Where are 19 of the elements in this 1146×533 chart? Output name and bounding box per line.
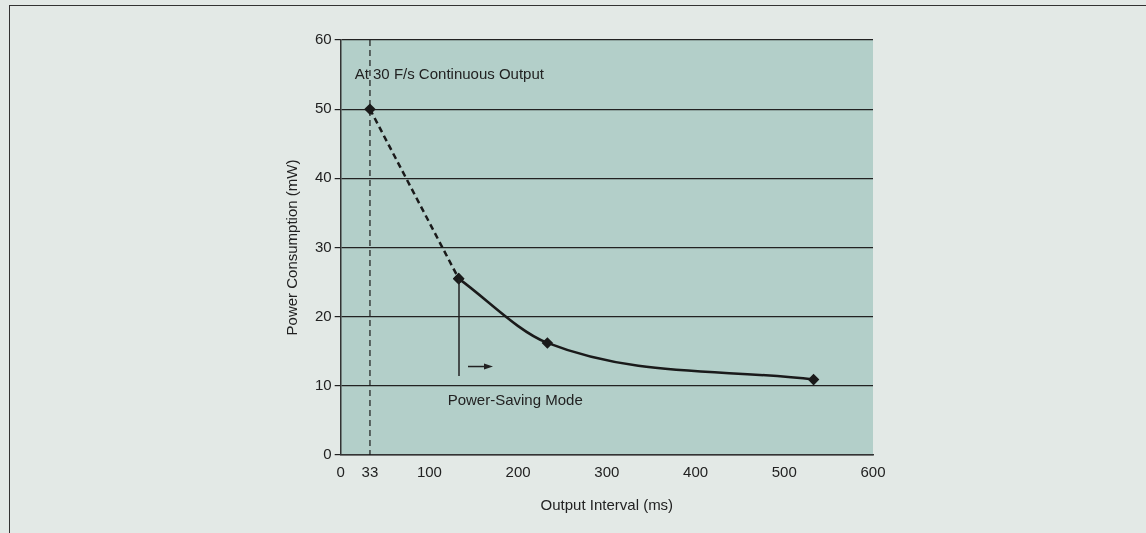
x-tick-label: 400 xyxy=(683,463,709,481)
x-axis-title: Output Interval (ms) xyxy=(540,496,674,514)
y-tick-label: 40 xyxy=(315,168,332,186)
x-tick-label: 500 xyxy=(771,463,797,481)
annotation: Power-Saving Mode xyxy=(447,391,583,409)
y-tick-label: 50 xyxy=(315,99,332,117)
y-tick-label: 20 xyxy=(315,306,332,324)
x-tick-label: 0 xyxy=(336,463,345,481)
x-tick-label: 600 xyxy=(860,463,886,481)
y-tick-label: 60 xyxy=(315,30,332,48)
x-tick-label: 300 xyxy=(594,463,620,481)
y-tick-label: 30 xyxy=(315,237,332,255)
y-tick-label: 10 xyxy=(315,375,332,393)
x-tick-label: 200 xyxy=(505,463,531,481)
annotation: At 30 F/s Continuous Output xyxy=(354,65,545,83)
x-tick-label: 33 xyxy=(361,463,379,481)
y-axis-title: Power Consumption (mW) xyxy=(283,159,301,336)
x-tick-label: 100 xyxy=(416,463,442,481)
y-tick-label: 0 xyxy=(323,445,332,463)
